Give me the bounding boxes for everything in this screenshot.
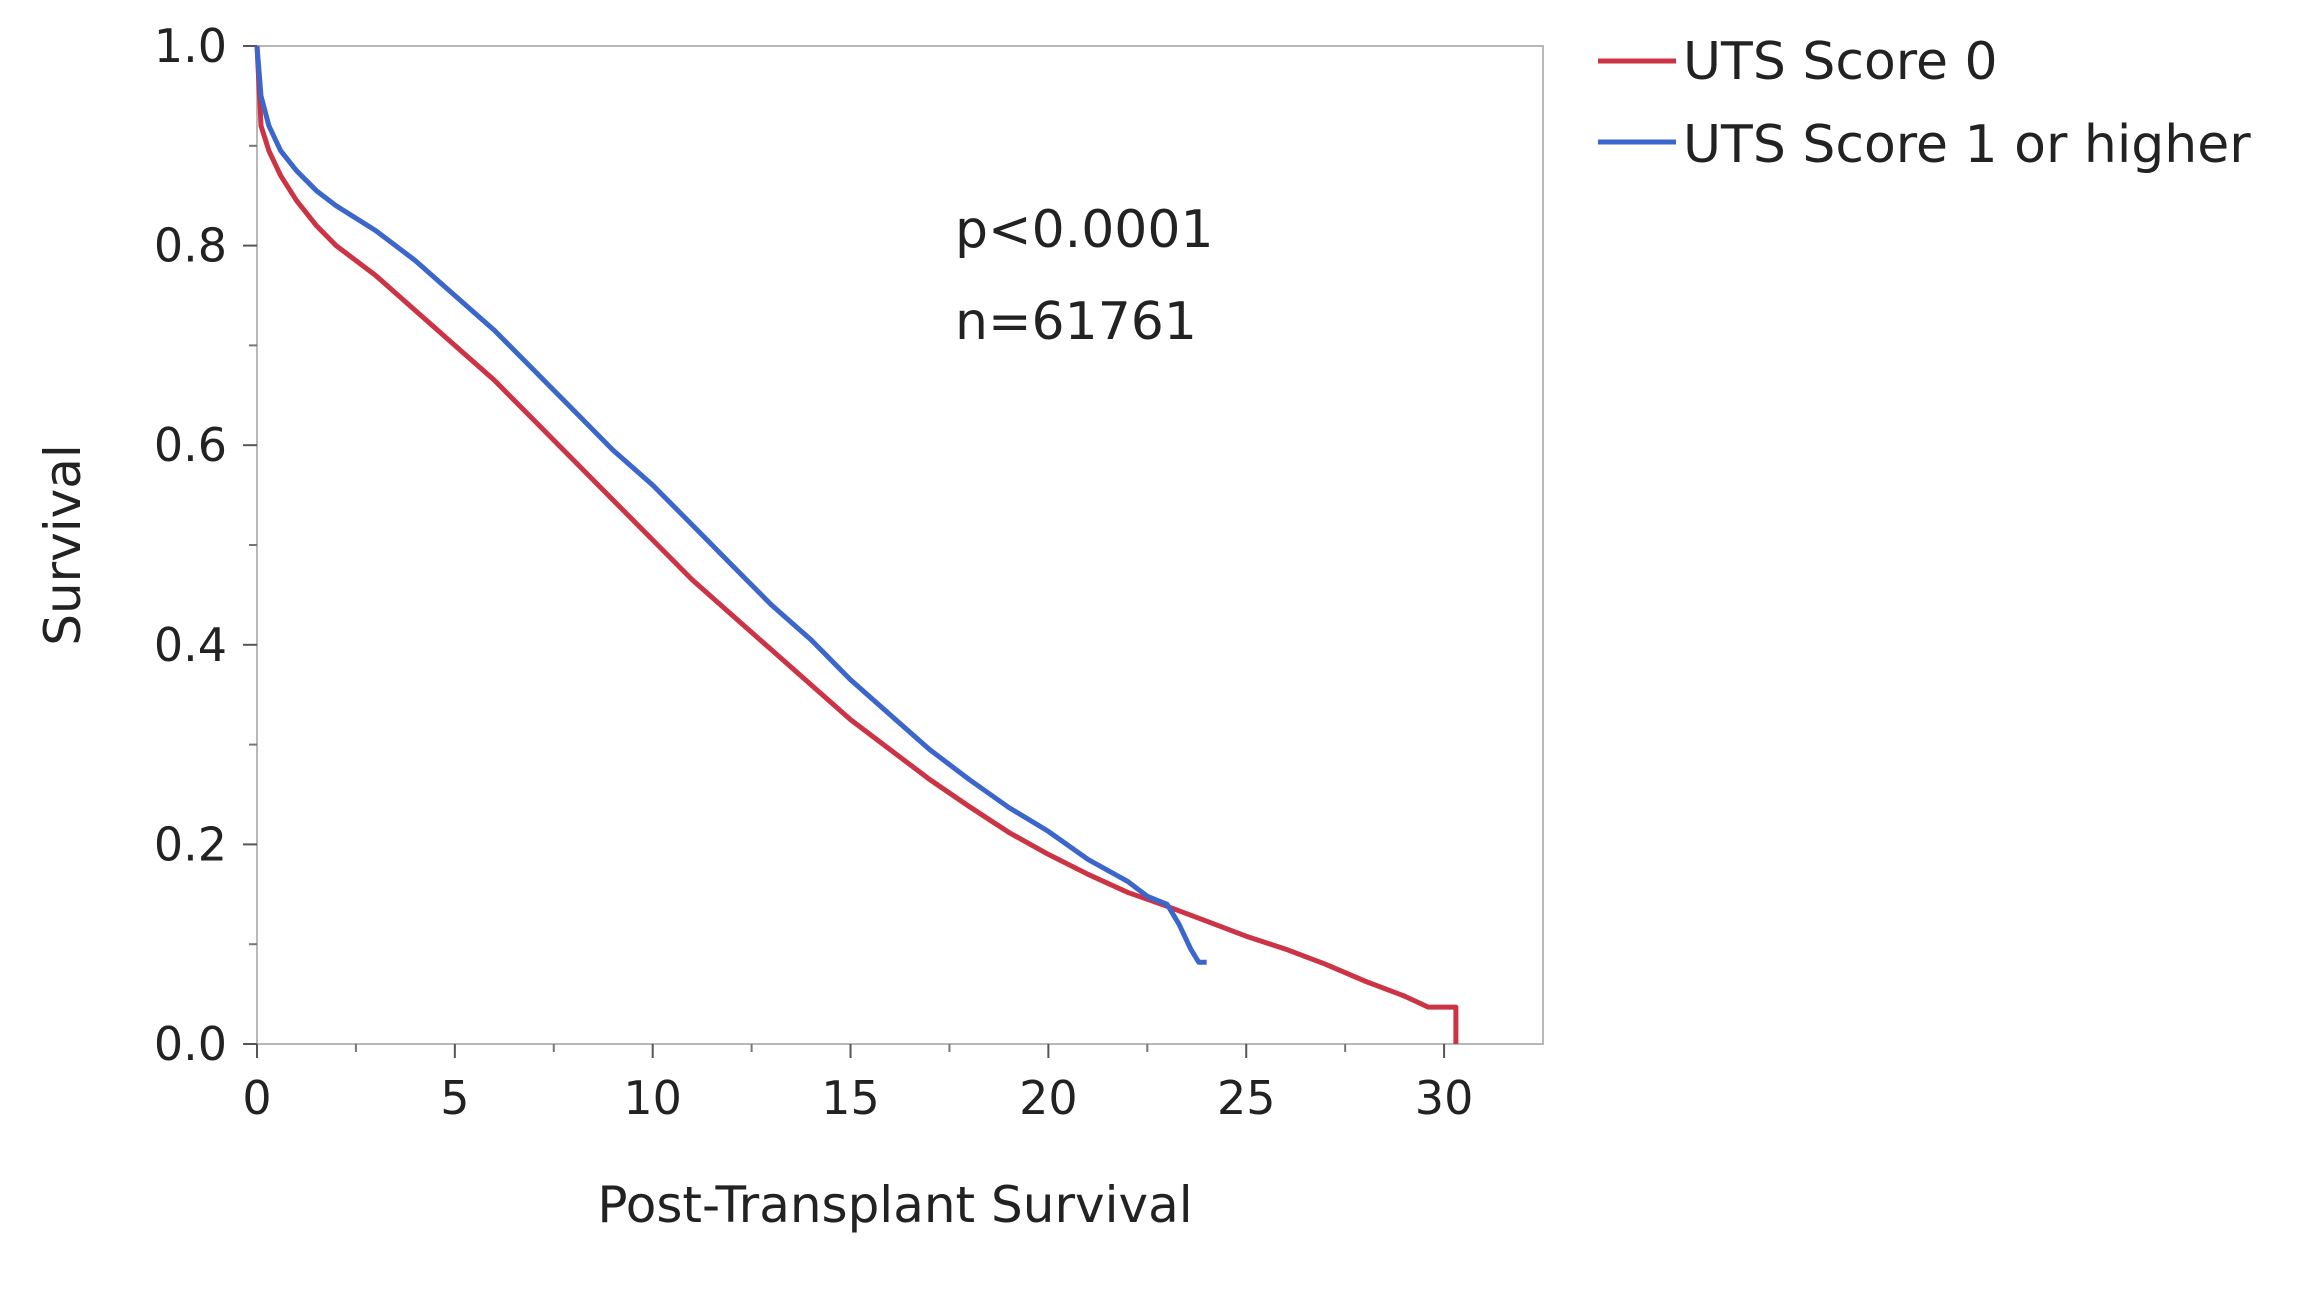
series-line-uts-score-1-or-higher (254, 45, 1207, 965)
x-tick-label: 0 (242, 1071, 271, 1125)
y-axis-title: Survival (34, 444, 92, 646)
y-tick-label: 0.0 (154, 1017, 227, 1071)
y-tick-label: 0.4 (154, 618, 227, 672)
x-tick-label: 15 (821, 1071, 880, 1125)
x-tick-label: 5 (440, 1071, 469, 1125)
y-tick-label: 0.6 (154, 418, 227, 472)
legend-label-uts-0: UTS Score 0 (1683, 32, 1998, 92)
series-layer (254, 45, 1459, 1044)
x-tick-label: 25 (1217, 1071, 1276, 1125)
x-tick-label: 20 (1019, 1071, 1078, 1125)
x-tick-label: 30 (1415, 1071, 1474, 1125)
x-tick-label: 10 (623, 1071, 682, 1125)
y-tick-label: 0.8 (154, 219, 227, 273)
x-axis-title: Post-Transplant Survival (597, 1176, 1192, 1234)
legend: UTS Score 0 UTS Score 1 or higher (1598, 32, 2251, 175)
x-axis: 0 5 10 15 20 25 30 (242, 1044, 1473, 1125)
annotation-p-value: p<0.0001 (955, 200, 1214, 260)
annotation-n: n=61761 (955, 292, 1197, 352)
y-axis: 0.0 0.2 0.4 0.6 0.8 1.0 (154, 19, 257, 1071)
series-line-uts-score-0 (254, 45, 1459, 1044)
y-tick-label: 1.0 (154, 19, 227, 73)
y-tick-label: 0.2 (154, 817, 227, 871)
plot-frame (256, 45, 1544, 1045)
legend-label-uts-1-plus: UTS Score 1 or higher (1683, 115, 2251, 175)
